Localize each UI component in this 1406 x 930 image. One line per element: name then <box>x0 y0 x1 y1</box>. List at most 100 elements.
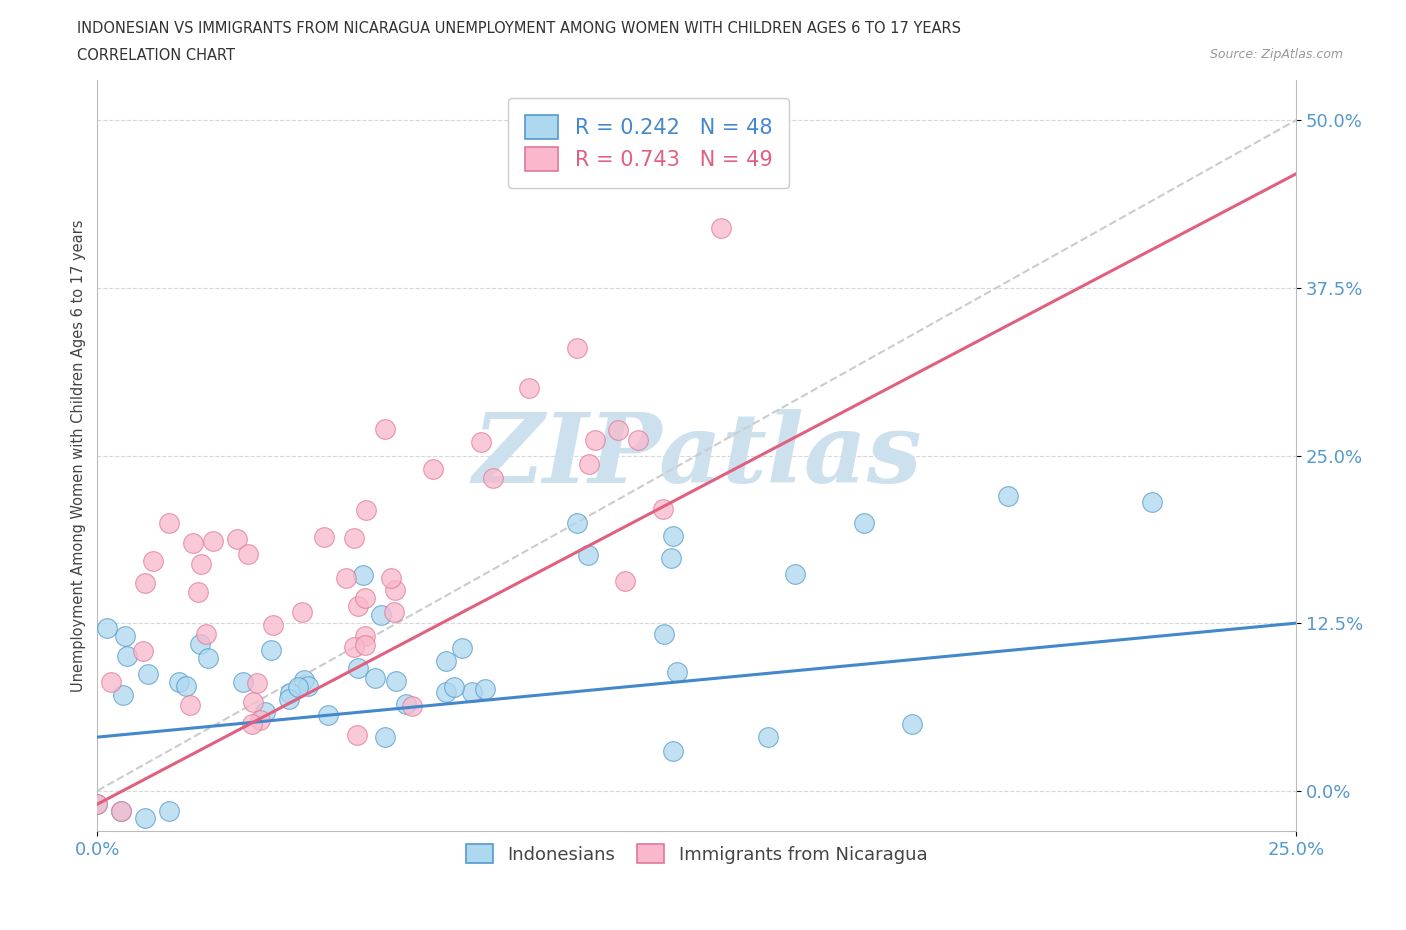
Point <box>138 667 160 682</box>
Point <box>853 515 876 530</box>
Point <box>134 810 156 825</box>
Point <box>278 685 301 700</box>
Point <box>142 554 165 569</box>
Point <box>401 698 423 713</box>
Point <box>225 531 247 546</box>
Point <box>181 536 204 551</box>
Point <box>242 694 264 709</box>
Point <box>297 678 319 693</box>
Point <box>157 515 180 530</box>
Point <box>236 546 259 561</box>
Point <box>86 797 108 812</box>
Point <box>174 679 197 694</box>
Point <box>709 220 731 235</box>
Point <box>110 804 132 818</box>
Point <box>347 660 370 675</box>
Point <box>614 574 637 589</box>
Point <box>111 687 134 702</box>
Point <box>132 644 155 658</box>
Point <box>291 604 314 619</box>
Point <box>461 684 484 699</box>
Point <box>627 432 650 447</box>
Point <box>565 340 588 355</box>
Point <box>353 591 375 605</box>
Point <box>110 804 132 818</box>
Text: Source: ZipAtlas.com: Source: ZipAtlas.com <box>1209 48 1343 61</box>
Point <box>578 457 600 472</box>
Point <box>583 432 606 447</box>
Point <box>188 637 211 652</box>
Point <box>262 618 284 632</box>
Point <box>292 672 315 687</box>
Point <box>347 599 370 614</box>
Point <box>195 627 218 642</box>
Point <box>114 629 136 644</box>
Point <box>246 675 269 690</box>
Point <box>352 567 374 582</box>
Text: INDONESIAN VS IMMIGRANTS FROM NICARAGUA UNEMPLOYMENT AMONG WOMEN WITH CHILDREN A: INDONESIAN VS IMMIGRANTS FROM NICARAGUA … <box>77 21 962 36</box>
Point <box>385 673 408 688</box>
Point <box>240 716 263 731</box>
Point <box>96 620 118 635</box>
Point <box>654 627 676 642</box>
Point <box>278 692 301 707</box>
Point <box>482 471 505 485</box>
Point <box>434 653 457 668</box>
Point <box>384 583 406 598</box>
Point <box>443 680 465 695</box>
Point <box>1140 495 1163 510</box>
Point <box>260 643 283 658</box>
Point <box>335 571 357 586</box>
Point <box>661 743 683 758</box>
Point <box>254 705 277 720</box>
Point <box>316 708 339 723</box>
Point <box>190 556 212 571</box>
Point <box>100 674 122 689</box>
Point <box>380 571 402 586</box>
Point <box>517 381 540 396</box>
Point <box>157 804 180 818</box>
Point <box>167 674 190 689</box>
Point <box>666 665 689 680</box>
Point <box>576 548 599 563</box>
Point <box>382 605 405 620</box>
Point <box>197 650 219 665</box>
Point <box>287 680 309 695</box>
Point <box>115 649 138 664</box>
Point <box>606 422 628 437</box>
Point <box>354 502 377 517</box>
Point <box>434 685 457 700</box>
Point <box>374 421 396 436</box>
Point <box>249 713 271 728</box>
Point <box>201 534 224 549</box>
Point <box>353 629 375 644</box>
Point <box>364 671 387 685</box>
Point <box>232 675 254 690</box>
Point <box>353 637 375 652</box>
Point <box>450 640 472 655</box>
Point <box>179 698 201 712</box>
Point <box>783 566 806 581</box>
Text: CORRELATION CHART: CORRELATION CHART <box>77 48 235 63</box>
Point <box>659 551 682 565</box>
Point <box>565 515 588 530</box>
Point <box>474 682 496 697</box>
Point <box>187 585 209 600</box>
Point <box>374 729 396 744</box>
Point <box>134 576 156 591</box>
Point <box>997 488 1019 503</box>
Point <box>661 528 683 543</box>
Point <box>343 531 366 546</box>
Point <box>394 697 416 711</box>
Point <box>346 728 368 743</box>
Text: ZIPatlas: ZIPatlas <box>472 408 921 502</box>
Point <box>901 716 924 731</box>
Point <box>422 461 444 476</box>
Point <box>370 607 392 622</box>
Point <box>312 530 335 545</box>
Point <box>343 640 366 655</box>
Point <box>652 502 675 517</box>
Point <box>470 434 492 449</box>
Legend: Indonesians, Immigrants from Nicaragua: Indonesians, Immigrants from Nicaragua <box>458 837 935 870</box>
Point <box>758 730 780 745</box>
